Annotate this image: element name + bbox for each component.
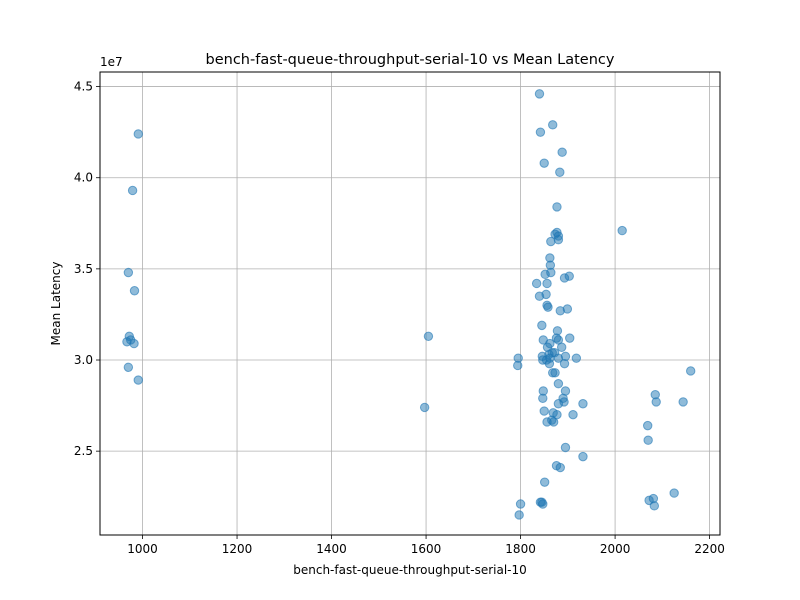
scatter-point bbox=[544, 358, 555, 369]
scatter-point bbox=[514, 510, 524, 520]
x-tick-label: 2200 bbox=[694, 542, 725, 556]
scatter-point bbox=[553, 379, 564, 389]
scatter-point bbox=[423, 331, 434, 342]
scatter-point bbox=[560, 442, 571, 453]
scatter-point bbox=[534, 89, 545, 99]
scatter-point bbox=[553, 235, 564, 245]
plot-frame bbox=[99, 71, 721, 536]
x-tick-label: 1600 bbox=[411, 542, 442, 556]
scatter-point bbox=[538, 393, 548, 403]
scatter-point bbox=[539, 477, 550, 487]
x-axis-title: bench-fast-queue-throughput-serial-10 bbox=[293, 563, 527, 577]
scatter-point bbox=[642, 420, 653, 431]
scatter-point bbox=[578, 451, 588, 462]
y-tick-label: 4.5 bbox=[74, 80, 93, 94]
scatter-point bbox=[617, 225, 627, 236]
scatter-point bbox=[678, 397, 688, 407]
scatter-point bbox=[568, 409, 578, 420]
scatter-point bbox=[552, 202, 562, 212]
scatter-point bbox=[669, 488, 679, 498]
scatter-point bbox=[643, 435, 653, 445]
scatter-point bbox=[649, 501, 660, 511]
scatter-point bbox=[546, 267, 556, 278]
scatter-point bbox=[553, 399, 564, 409]
x-tick-label: 1400 bbox=[316, 542, 347, 556]
scatter-point bbox=[419, 402, 430, 413]
y-axis-title: Mean Latency bbox=[49, 262, 63, 346]
y-axis-offset-label: 1e7 bbox=[100, 55, 123, 69]
grid bbox=[100, 72, 720, 535]
scatter-point bbox=[513, 360, 523, 371]
y-tick-label: 4.0 bbox=[74, 171, 93, 185]
scatter-point bbox=[578, 399, 588, 409]
x-tick-label: 2000 bbox=[600, 542, 631, 556]
scatter-point bbox=[543, 302, 553, 312]
scatter-point bbox=[556, 342, 567, 352]
scatter-point bbox=[129, 338, 139, 349]
scatter-point bbox=[539, 158, 549, 168]
scatter-point bbox=[686, 366, 696, 376]
scatter-point bbox=[555, 167, 565, 177]
scatter-point bbox=[539, 406, 549, 416]
scatter-point bbox=[541, 289, 551, 300]
scatter-point bbox=[123, 362, 134, 372]
scatter-point bbox=[546, 236, 556, 247]
scatter-point bbox=[531, 278, 542, 289]
scatter-point bbox=[559, 358, 570, 369]
scatter-point bbox=[538, 499, 548, 509]
scatter-point bbox=[537, 320, 547, 331]
scatter-point bbox=[564, 271, 574, 281]
scatter-point bbox=[550, 368, 560, 378]
scatter-point bbox=[133, 375, 143, 385]
scatter-point bbox=[565, 333, 575, 343]
y-tick-label: 2.5 bbox=[74, 444, 93, 458]
y-tick-label: 3.0 bbox=[74, 353, 93, 367]
x-tick-label: 1800 bbox=[505, 542, 536, 556]
scatter-point bbox=[571, 353, 582, 363]
scatter-point bbox=[515, 499, 526, 509]
chart-title: bench-fast-queue-throughput-serial-10 vs… bbox=[206, 52, 615, 68]
scatter-point bbox=[129, 286, 140, 296]
scatter-point bbox=[555, 462, 565, 473]
y-axis-ticks: 2.5 3.0 3.5 4.0 4.5 bbox=[74, 80, 100, 458]
scatter-point bbox=[535, 127, 546, 137]
x-tick-label: 1200 bbox=[222, 542, 253, 556]
scatter-point bbox=[127, 185, 138, 196]
x-axis-ticks: 1000 1200 1400 1600 1800 2000 2200 bbox=[127, 535, 725, 556]
scatter-point bbox=[562, 304, 573, 314]
y-tick-label: 3.5 bbox=[74, 262, 93, 276]
scatter-point bbox=[557, 147, 567, 157]
scatter-point bbox=[542, 278, 552, 289]
scatter-point bbox=[123, 267, 134, 278]
scatter-points bbox=[122, 89, 696, 520]
scatter-point bbox=[651, 397, 661, 407]
scatter-point bbox=[548, 120, 558, 130]
scatter-point bbox=[133, 129, 143, 139]
scatter-point bbox=[548, 417, 559, 427]
x-tick-label: 1000 bbox=[127, 542, 158, 556]
